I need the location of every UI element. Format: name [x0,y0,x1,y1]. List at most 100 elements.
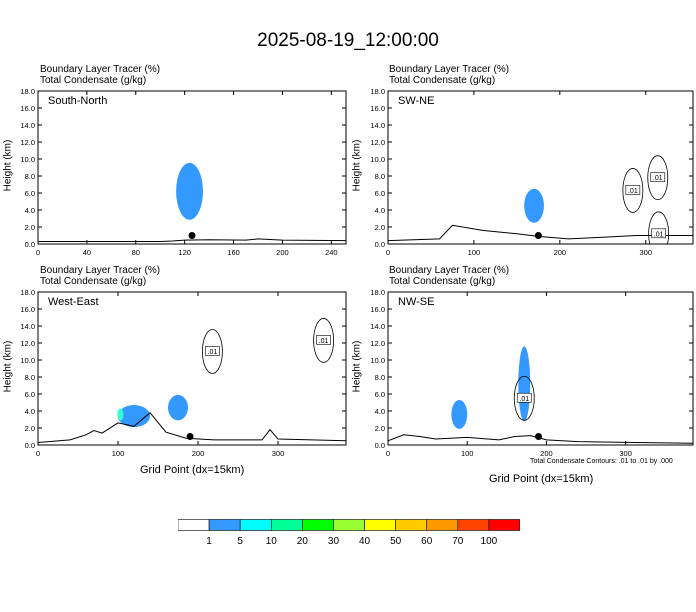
y-tick-label: 0.0 [375,240,385,249]
panel-2-header: Boundary Layer Tracer (%) Total Condensa… [389,64,509,86]
contour-label-box [205,346,220,356]
y-tick-label: 10.0 [20,356,35,365]
x-tick-label: 100 [461,449,474,458]
contour-label: .01 [208,349,218,356]
panel-2-ylabel: Height (km) [351,139,363,192]
x-tick-label: 0 [36,449,40,458]
y-tick-label: 8.0 [375,373,385,382]
tracer-region [117,408,124,421]
y-tick-label: 0.0 [375,441,385,450]
y-tick-label: 10.0 [20,155,35,164]
contour-label: .01 [654,231,664,238]
y-tick-label: 8.0 [375,172,385,181]
panel-3-plot-area [38,318,346,443]
panel-1: 0.0 2.0 4.0 6.0 8.0 10.0 12.0 14.0 16.0 18.0 0 40 80… [20,87,347,257]
y-tick-label: 0.0 [25,240,35,249]
figure-title: 2025-08-19_12:00:00 [257,30,439,51]
colorbar-swatch [208,519,241,531]
y-tick-label: 0.0 [25,441,35,450]
y-tick-label: 18.0 [20,288,35,297]
terrain-line [388,434,693,444]
panel-3-header-line1: Boundary Layer Tracer (%) [40,265,161,276]
point-marker [188,232,196,239]
terrain-line [38,411,346,443]
colorbar-swatch [426,519,459,531]
y-tick-label: 14.0 [20,121,35,130]
colorbar-swatch [302,519,334,531]
colorbar-label: 5 [237,536,243,547]
contour-label-box [651,228,666,239]
x-tick-label: 80 [132,248,140,257]
y-tick-label: 2.0 [375,424,385,433]
panel-3-header: Boundary Layer Tracer (%) Total Condensa… [40,265,160,287]
y-tick-label: 12.0 [370,339,385,348]
tracer-region [118,405,150,428]
contour-label: .01 [628,188,638,195]
panel-name: West-East [48,296,99,308]
terrain-line [38,238,346,242]
panel-1-header: Boundary Layer Tracer (%) Total Condensa… [40,64,160,86]
y-tick-label: 18.0 [370,288,385,297]
panel-1-ylabel: Height (km) [2,139,14,192]
tracer-region [451,399,468,429]
contour-label: .01 [319,338,329,345]
y-tick-label: 12.0 [20,138,35,147]
condensate-contour [513,375,535,421]
x-tick-label: 0 [386,248,390,257]
condensate-contour [647,155,669,201]
x-tick-label: 160 [227,248,240,257]
tracer-region [524,188,544,223]
x-tick-label: 300 [639,248,652,257]
x-tick-label: 40 [83,248,91,257]
colorbar-swatch [364,519,396,531]
colorbar-swatch [488,519,521,531]
panel-frame [37,291,347,446]
x-tick-label: 120 [178,248,191,257]
colorbar [177,518,521,536]
x-tick-label: 200 [276,248,289,257]
y-tick-label: 8.0 [25,373,35,382]
y-tick-label: 2.0 [25,424,35,433]
panel-2: .01 .01 .01 0.0 2.0 4.0 6.0 8.0 10.0 12.0 14.0 16.0… [370,87,694,257]
panel-4-header-line2: Total Condensate (g/kg) [389,276,496,287]
point-marker [535,433,543,440]
colorbar-label: 60 [421,536,433,547]
condensate-contour [648,211,670,244]
panel-3-ylabel: Height (km) [2,340,14,393]
x-tick-label: 100 [468,248,481,257]
y-tick-label: 16.0 [20,104,35,113]
y-tick-label: 4.0 [25,407,35,416]
y-tick-label: 14.0 [20,322,35,331]
panel-3-header-line2: Total Condensate (g/kg) [40,276,147,287]
y-tick-label: 16.0 [370,104,385,113]
panel-4-plot-area [388,346,693,444]
panel-1-plot-area [38,162,346,242]
colorbar-label: 40 [358,536,371,547]
panel-frame [387,291,694,446]
panel-2-plot-area [388,155,693,244]
panel-name: SW-NE [398,95,434,107]
y-tick-label: 4.0 [25,206,35,215]
colorbar-swatch [333,519,365,531]
colorbar-swatch [177,519,210,531]
y-tick-label: 10.0 [370,155,385,164]
contour-label: .01 [519,396,529,403]
panel-name: NW-SE [398,296,434,308]
y-tick-label: 14.0 [370,121,385,130]
colorbar-label: 30 [327,536,340,547]
y-tick-label: 18.0 [370,87,385,96]
colorbar-label: 100 [480,536,498,547]
contour-label-box [316,335,331,345]
panel-4-header: Boundary Layer Tracer (%) Total Condensa… [389,265,509,287]
contour-label-box [625,185,641,195]
x-tick-label: 200 [540,449,553,458]
condensate-contour [313,318,335,363]
panel-1-header-line2: Total Condensate (g/kg) [40,75,147,86]
terrain-line [388,224,693,242]
y-tick-label: 14.0 [370,322,385,331]
x-tick-label: 200 [192,449,205,458]
panel-1-header-line1: Boundary Layer Tracer (%) [40,64,161,75]
tracer-region [518,346,531,422]
y-tick-label: 16.0 [370,305,385,314]
colorbar-swatch [395,519,428,531]
